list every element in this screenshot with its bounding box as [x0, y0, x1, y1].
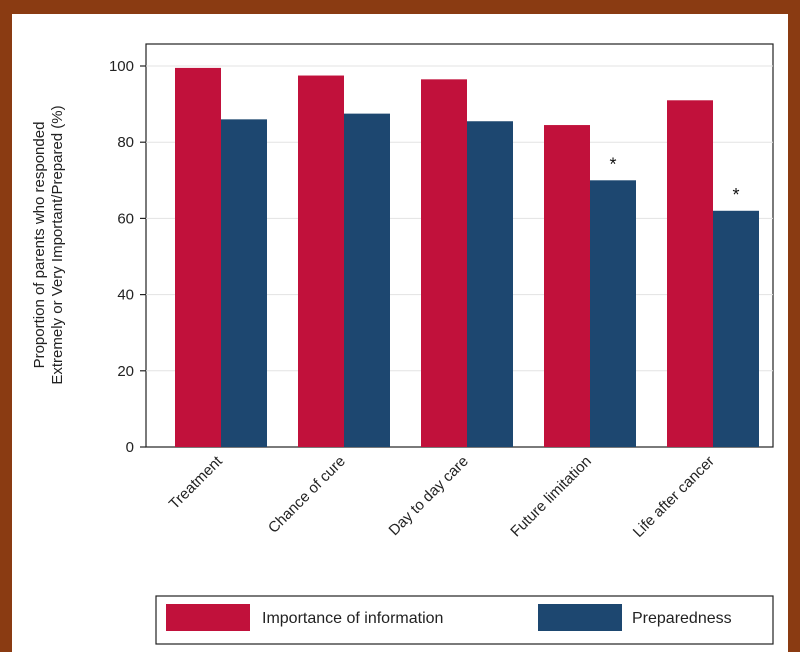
y-axis-ticks: 0 20 40 60 80 100: [109, 58, 146, 456]
y-axis-title-line1: Proportion of parents who responded: [31, 122, 48, 369]
bar-importance: [175, 67, 221, 447]
bar-preparedness: [713, 210, 759, 447]
bar-importance: [421, 79, 467, 448]
y-tick-label: 100: [109, 58, 134, 75]
y-tick-label: 0: [126, 439, 134, 456]
legend-swatch-importance: [166, 604, 250, 631]
x-tick-label: Life after cancer: [630, 453, 718, 541]
bar-importance: [544, 125, 590, 448]
bar-preparedness: [344, 113, 390, 447]
significance-star: *: [609, 154, 616, 174]
bar-importance: [667, 100, 713, 447]
bars: [175, 67, 759, 448]
x-tick-label: Chance of cure: [265, 453, 349, 537]
bar-preparedness: [221, 119, 267, 447]
y-axis-title-line2: Extremely or Very Important/Prepared (%): [49, 105, 66, 384]
x-tick-label: Future limitation: [507, 453, 594, 540]
x-tick-label: Treatment: [166, 452, 227, 513]
y-tick-label: 60: [117, 210, 134, 227]
y-axis-title: Proportion of parents who responded Extr…: [31, 105, 66, 384]
legend-swatch-preparedness: [538, 604, 622, 631]
bar-importance: [298, 75, 344, 448]
legend-label-importance: Importance of information: [262, 610, 443, 627]
y-tick-label: 20: [117, 363, 134, 380]
legend-label-preparedness: Preparedness: [632, 610, 732, 627]
bar-preparedness: [590, 180, 636, 448]
significance-markers: **: [609, 154, 739, 204]
x-tick-label: Day to day care: [386, 453, 472, 539]
bar-preparedness: [467, 121, 513, 448]
legend: Importance of information Preparedness: [155, 595, 774, 645]
x-axis-labels: Treatment Chance of cure Day to day care Fu…: [166, 452, 718, 541]
significance-star: *: [732, 185, 739, 205]
legend-box: [155, 595, 774, 645]
y-tick-label: 80: [117, 134, 134, 151]
y-tick-label: 40: [117, 287, 134, 304]
